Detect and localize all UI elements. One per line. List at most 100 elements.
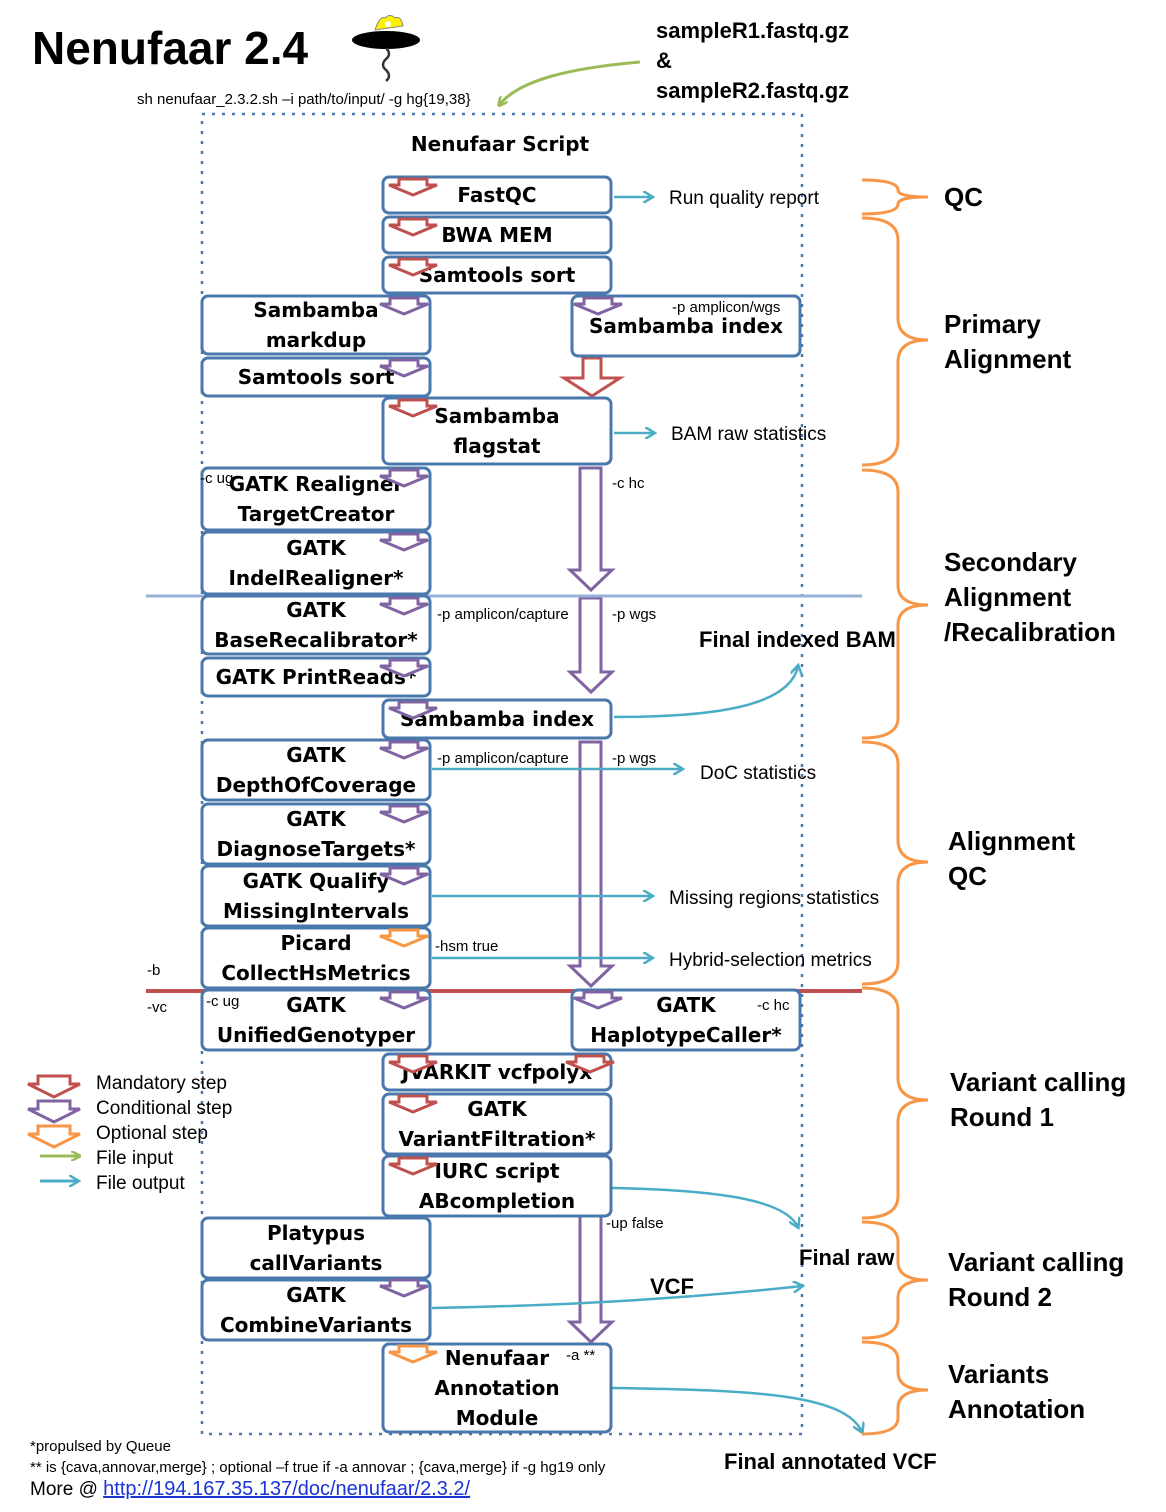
option-b: -b <box>147 962 160 979</box>
output-vcf: VCF <box>650 1274 694 1299</box>
step-label: callVariants <box>250 1251 383 1275</box>
phase-qc: QC <box>944 182 983 212</box>
step-label: UnifiedGenotyper <box>217 1023 415 1047</box>
phase-vc2-line1: Variant calling <box>948 1247 1124 1277</box>
option-p-amplicon-capture: -p amplicon/capture <box>437 606 569 623</box>
option-c-hc: -c hc <box>612 475 645 492</box>
output-final-indexed-bam: Final indexed BAM <box>699 627 896 652</box>
step-rtc: GATK Realigner TargetCreator <box>200 466 432 532</box>
conditional-step-arrow-icon <box>379 596 429 616</box>
step-label: Platypus <box>267 1221 365 1245</box>
conditional-step-arrow-icon <box>379 1278 429 1298</box>
step-sbidx1: Sambamba index <box>570 294 802 358</box>
phase-secondary-line2: Alignment <box>944 582 1071 612</box>
step-label: markdup <box>266 328 366 352</box>
output-bam-raw-statistics: BAM raw statistics <box>671 424 826 445</box>
mandatory-step-arrow-icon <box>388 177 438 197</box>
legend-optional-icon <box>27 1124 81 1149</box>
conditional-step-arrow-icon <box>379 658 429 678</box>
conditional-step-arrow-icon <box>573 296 623 316</box>
phase-alignment-qc-line2: QC <box>948 861 987 891</box>
app-title: Nenufaar 2.4 <box>32 22 309 74</box>
phase-labels: QC Primary Alignment Secondary Alignment… <box>944 182 1126 1424</box>
phase-primary-line2: Alignment <box>944 344 1071 374</box>
file-output-arrows <box>431 197 862 1432</box>
option-vc: -vc <box>147 999 167 1016</box>
step-picard: Picard CollectHsMetrics <box>200 926 432 990</box>
phase-primary-line1: Primary <box>944 309 1041 339</box>
output-missing-regions-statistics: Missing regions statistics <box>669 888 879 909</box>
step-label: CollectHsMetrics <box>221 961 410 985</box>
output-final-raw: Final raw <box>799 1245 895 1270</box>
step-label: VariantFiltration* <box>398 1127 596 1151</box>
step-label: BWA MEM <box>441 223 552 247</box>
step-platypus: Platypus callVariants <box>200 1216 432 1280</box>
step-label: MissingIntervals <box>223 899 409 923</box>
step-qualify: GATK Qualify MissingIntervals <box>200 864 432 928</box>
option-p-wgs: -p wgs <box>612 606 656 623</box>
mandatory-step-arrow-icon <box>565 1054 615 1074</box>
step-label: Picard <box>280 931 351 955</box>
step-label: GATK <box>286 598 347 622</box>
phase-braces <box>861 178 929 1436</box>
step-label: Sambamba <box>253 298 378 322</box>
conditional-step-arrow-icon <box>379 740 429 760</box>
step-doc: GATK DepthOfCoverage <box>200 738 432 802</box>
conditional-step-arrow-icon <box>379 866 429 886</box>
option-c-hc-caller: -c hc <box>757 997 790 1014</box>
optional-step-arrow-icon <box>379 928 429 948</box>
step-polyx: JVARKIT vcfpolyx <box>381 1052 613 1092</box>
conditional-step-arrow-icon <box>388 700 438 720</box>
step-ug: GATK UnifiedGenotyper <box>200 988 432 1052</box>
input-file-r1: sampleR1.fastq.gz <box>656 18 849 43</box>
step-label: IURC script <box>434 1159 560 1183</box>
mandatory-step-arrow-icon <box>388 217 438 237</box>
output-doc-statistics: DoC statistics <box>700 763 816 784</box>
step-sort1: Samtools sort <box>381 255 613 295</box>
option-p-amplicon-capture-doc: -p amplicon/capture <box>437 750 569 767</box>
conditional-step-arrow-icon <box>379 532 429 552</box>
step-iurc: IURC script ABcompletion <box>381 1154 613 1218</box>
phase-secondary-line3: /Recalibration <box>944 617 1116 647</box>
footnote-queue: *propulsed by Queue <box>30 1438 171 1455</box>
step-arrows <box>379 177 623 1364</box>
option-c-ug: -c ug <box>200 470 233 487</box>
doc-link[interactable]: http://194.167.35.137/doc/nenufaar/2.3.2… <box>103 1478 470 1500</box>
step-flagstat: Sambamba flagstat <box>381 396 613 466</box>
step-indel: GATK IndelRealigner* <box>200 530 432 596</box>
step-label: IndelRealigner* <box>228 566 404 590</box>
step-label: GATK <box>467 1097 528 1121</box>
script-title: Nenufaar Script <box>411 132 590 156</box>
step-label: GATK Qualify <box>243 869 390 893</box>
option-labels: -p amplicon/wgs -c ug -c hc -p amplicon/… <box>147 299 790 1364</box>
phase-annotation-line1: Variants <box>948 1359 1049 1389</box>
step-label: ABcompletion <box>419 1189 575 1213</box>
conditional-step-arrow-icon <box>379 990 429 1010</box>
step-label: GATK <box>286 536 347 560</box>
step-annot: Nenufaar Annotation Module <box>381 1342 613 1434</box>
conditional-step-arrow-icon <box>379 296 429 316</box>
step-label: Sambamba index <box>589 314 783 338</box>
step-label: TargetCreator <box>238 502 395 526</box>
step-label: flagstat <box>453 434 541 458</box>
phase-vc1-line2: Round 1 <box>950 1102 1054 1132</box>
phase-annotation-line2: Annotation <box>948 1394 1085 1424</box>
option-up-false: -up false <box>606 1215 664 1232</box>
mandatory-step-arrow-icon <box>388 1094 438 1114</box>
output-labels: Run quality report BAM raw statistics Fi… <box>650 188 937 1474</box>
step-label: GATK <box>286 993 347 1017</box>
input-files: sampleR1.fastq.gz & sampleR2.fastq.gz <box>656 18 849 103</box>
output-hybrid-selection-metrics: Hybrid-selection metrics <box>669 950 872 971</box>
step-label: GATK <box>286 743 347 767</box>
step-markdup: Sambamba markdup <box>200 294 432 356</box>
mandatory-step-arrow-icon <box>388 257 438 277</box>
step-label: GATK Realigner <box>229 472 404 496</box>
step-sort2: Samtools sort <box>200 356 432 398</box>
command-line: sh nenufaar_2.3.2.sh –i path/to/input/ -… <box>137 91 471 108</box>
step-label: Samtools sort <box>419 263 576 287</box>
mandatory-step-arrow-icon <box>388 1054 438 1074</box>
step-label: Annotation <box>434 1376 559 1400</box>
more-prefix: More @ <box>30 1479 103 1500</box>
legend: Mandatory step Conditional step Optional… <box>27 1073 232 1194</box>
